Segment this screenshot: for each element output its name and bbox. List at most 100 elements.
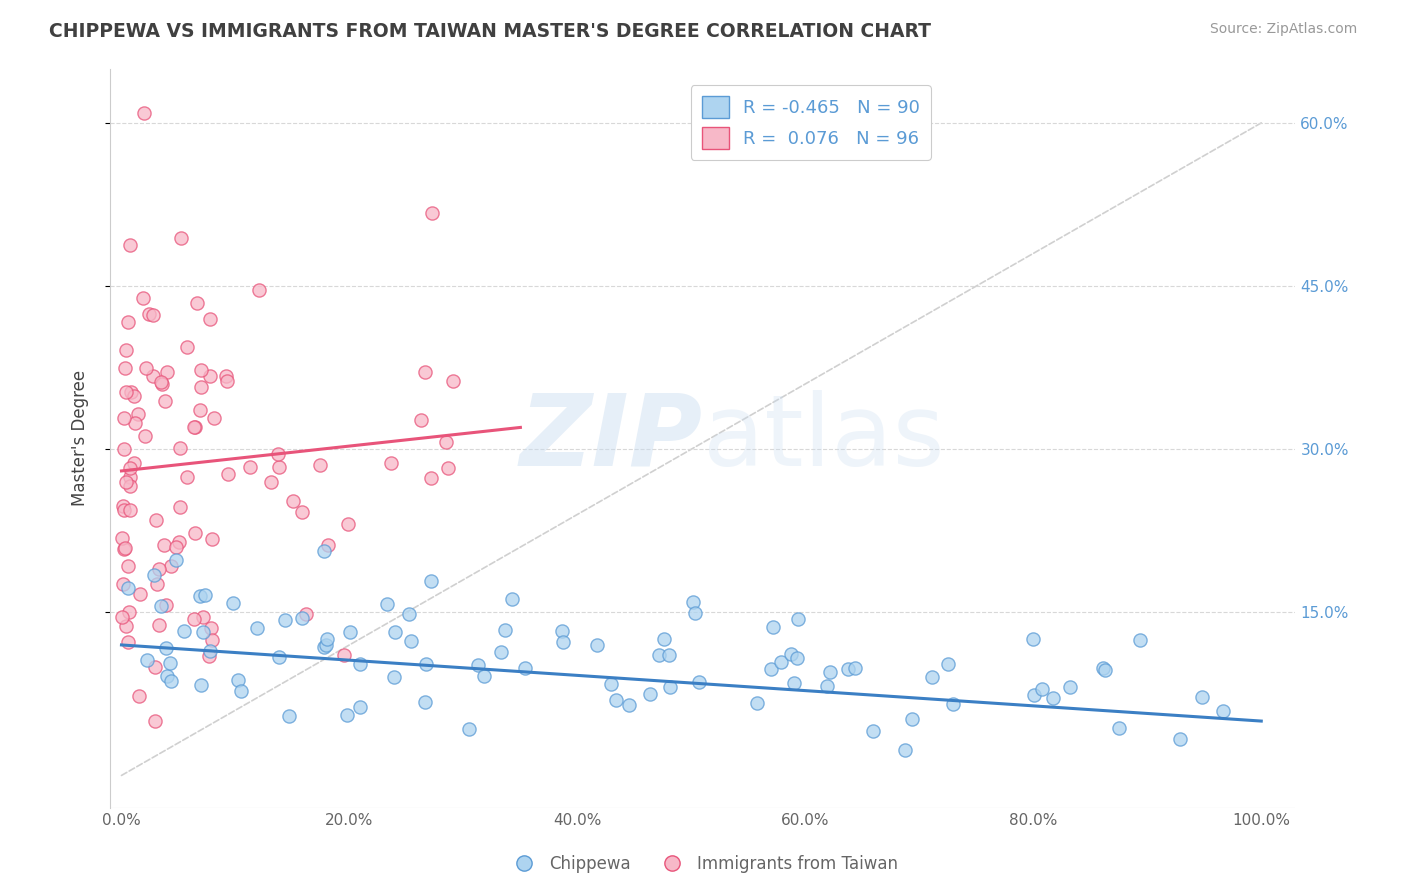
Point <box>112 577 135 591</box>
Point <box>114 361 136 376</box>
Point <box>122 389 145 403</box>
Point <box>837 662 859 676</box>
Point <box>437 461 460 475</box>
Point <box>553 635 575 649</box>
Point <box>349 699 371 714</box>
Point <box>176 340 198 354</box>
Point <box>245 621 267 635</box>
Point <box>415 657 437 672</box>
Point <box>458 722 481 736</box>
Point <box>291 611 314 625</box>
Point <box>149 599 172 614</box>
Point <box>501 591 523 606</box>
Point <box>467 658 489 673</box>
Point <box>1212 704 1234 718</box>
Point <box>129 587 152 601</box>
Point <box>515 661 537 675</box>
Point <box>783 675 806 690</box>
Point <box>115 384 138 399</box>
Point <box>315 638 337 652</box>
Point <box>193 624 215 639</box>
Point <box>228 673 250 688</box>
Point <box>759 662 782 676</box>
Point <box>222 596 245 610</box>
Point <box>118 461 141 475</box>
Point <box>112 442 135 456</box>
Point <box>167 534 190 549</box>
Point <box>165 553 187 567</box>
Point <box>921 670 943 684</box>
Point <box>415 695 437 709</box>
Point <box>382 670 405 684</box>
Point <box>115 619 138 633</box>
Point <box>136 653 159 667</box>
Point <box>153 394 176 409</box>
Point <box>638 687 661 701</box>
Point <box>127 408 149 422</box>
Point <box>1092 661 1115 675</box>
Point <box>434 435 457 450</box>
Point <box>818 665 841 679</box>
Point <box>1191 690 1213 704</box>
Point <box>315 632 337 647</box>
Point <box>145 513 167 527</box>
Point <box>1129 633 1152 648</box>
Point <box>200 632 222 647</box>
Point <box>111 531 134 545</box>
Point <box>787 611 810 625</box>
Point <box>155 598 177 612</box>
Point <box>173 624 195 639</box>
Point <box>239 460 262 475</box>
Point <box>384 624 406 639</box>
Point <box>217 467 239 482</box>
Point <box>143 567 166 582</box>
Point <box>652 632 675 646</box>
Point <box>844 661 866 675</box>
Point <box>1031 682 1053 697</box>
Point <box>198 311 221 326</box>
Point <box>193 589 215 603</box>
Point <box>786 651 808 665</box>
Point <box>184 526 207 541</box>
Point <box>339 624 361 639</box>
Point <box>117 581 139 595</box>
Point <box>156 669 179 683</box>
Point <box>658 680 681 694</box>
Point <box>118 470 141 484</box>
Point <box>419 574 441 588</box>
Point <box>183 420 205 434</box>
Point <box>191 610 214 624</box>
Text: ZIP: ZIP <box>520 390 703 487</box>
Point <box>413 366 436 380</box>
Text: CHIPPEWA VS IMMIGRANTS FROM TAIWAN MASTER'S DEGREE CORRELATION CHART: CHIPPEWA VS IMMIGRANTS FROM TAIWAN MASTE… <box>49 22 931 41</box>
Point <box>122 456 145 470</box>
Point <box>291 504 314 518</box>
Point <box>190 678 212 692</box>
Point <box>159 559 181 574</box>
Point <box>165 540 187 554</box>
Point <box>420 471 443 485</box>
Point <box>142 369 165 384</box>
Point <box>150 377 173 392</box>
Y-axis label: Master's Degree: Master's Degree <box>72 370 89 507</box>
Point <box>398 607 420 621</box>
Point <box>411 413 433 427</box>
Point <box>184 419 207 434</box>
Point <box>198 369 221 384</box>
Point <box>682 595 704 609</box>
Point <box>267 447 290 461</box>
Point <box>149 376 172 390</box>
Point <box>1042 690 1064 705</box>
Text: Source: ZipAtlas.com: Source: ZipAtlas.com <box>1209 22 1357 37</box>
Legend: Chippewa, Immigrants from Taiwan: Chippewa, Immigrants from Taiwan <box>501 848 905 880</box>
Point <box>309 458 332 472</box>
Point <box>901 712 924 726</box>
Point <box>135 360 157 375</box>
Point <box>128 689 150 703</box>
Point <box>114 475 136 490</box>
Point <box>120 502 142 516</box>
Point <box>120 238 142 252</box>
Point <box>745 696 768 710</box>
Point <box>605 693 627 707</box>
Point <box>215 374 238 388</box>
